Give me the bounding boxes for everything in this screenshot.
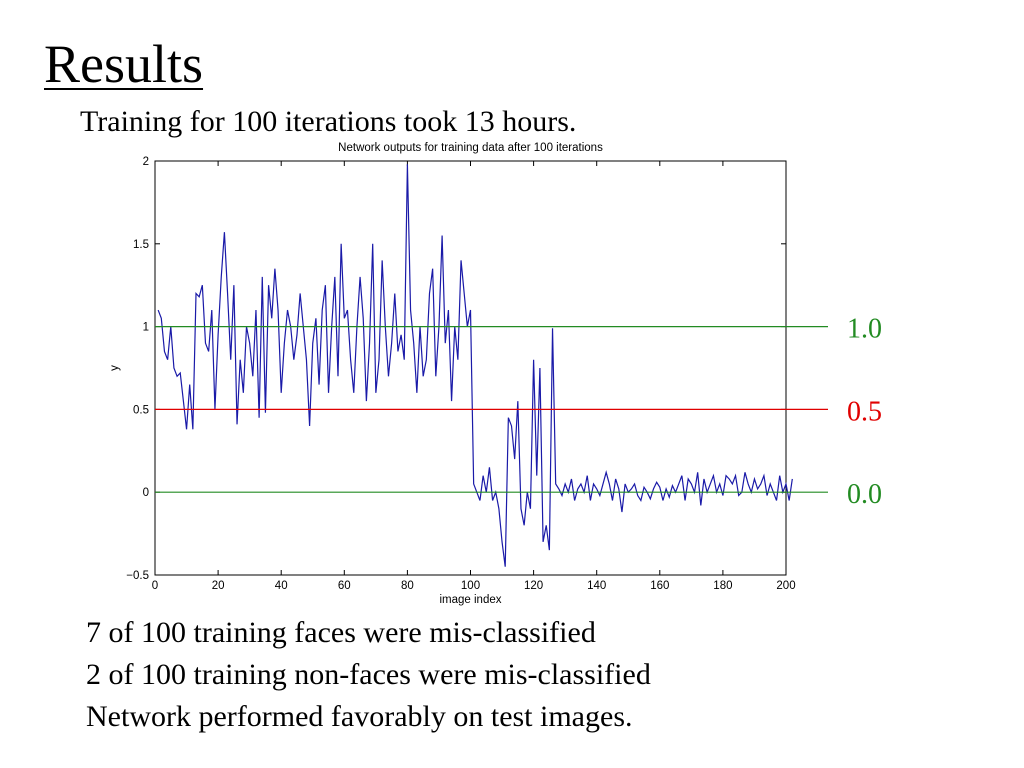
x-tick-label: 120 [524,580,543,592]
axis-ticks: 0 20 40 60 80 100 120 140 160 180 200−0.500.511.52 [126,156,795,592]
x-tick-label: 100 [461,580,480,592]
x-tick-label: 0 [152,580,158,592]
reference-lines: 1.0 0.5 0.0 [155,314,882,510]
x-tick-label: 20 [212,580,225,592]
bullet-test-images: Network performed favorably on test imag… [86,700,633,733]
chart-title: Network outputs for training data after … [338,142,603,154]
reference-line-label: 0.0 [847,479,882,510]
x-tick-label: 200 [776,580,795,592]
bullet-faces: 7 of 100 training faces were mis-classif… [86,616,596,649]
y-tick-label: 2 [143,156,149,168]
reference-line-label: 0.5 [847,396,882,427]
slide-title: Results [44,34,204,94]
x-tick-label: 160 [650,580,669,592]
y-axis-label: y [109,365,121,371]
series-line [157,164,793,567]
reference-line-label: 1.0 [847,314,882,345]
x-tick-label: 80 [401,580,414,592]
y-tick-label: −0.5 [126,570,149,582]
x-tick-label: 60 [338,580,351,592]
bullet-non-faces: 2 of 100 training non-faces were mis-cla… [86,658,651,691]
y-tick-label: 1 [143,322,149,334]
bullet-list: 7 of 100 training faces were mis-classif… [86,612,651,738]
y-tick-label: 1.5 [133,239,149,251]
x-tick-label: 140 [587,580,606,592]
x-axis-label: image index [439,594,501,606]
y-tick-label: 0.5 [133,404,149,416]
x-tick-label: 180 [713,580,732,592]
plot-frame [154,160,787,576]
x-tick-label: 40 [275,580,288,592]
slide-subtitle: Training for 100 iterations took 13 hour… [80,105,577,138]
y-tick-label: 0 [143,487,149,499]
